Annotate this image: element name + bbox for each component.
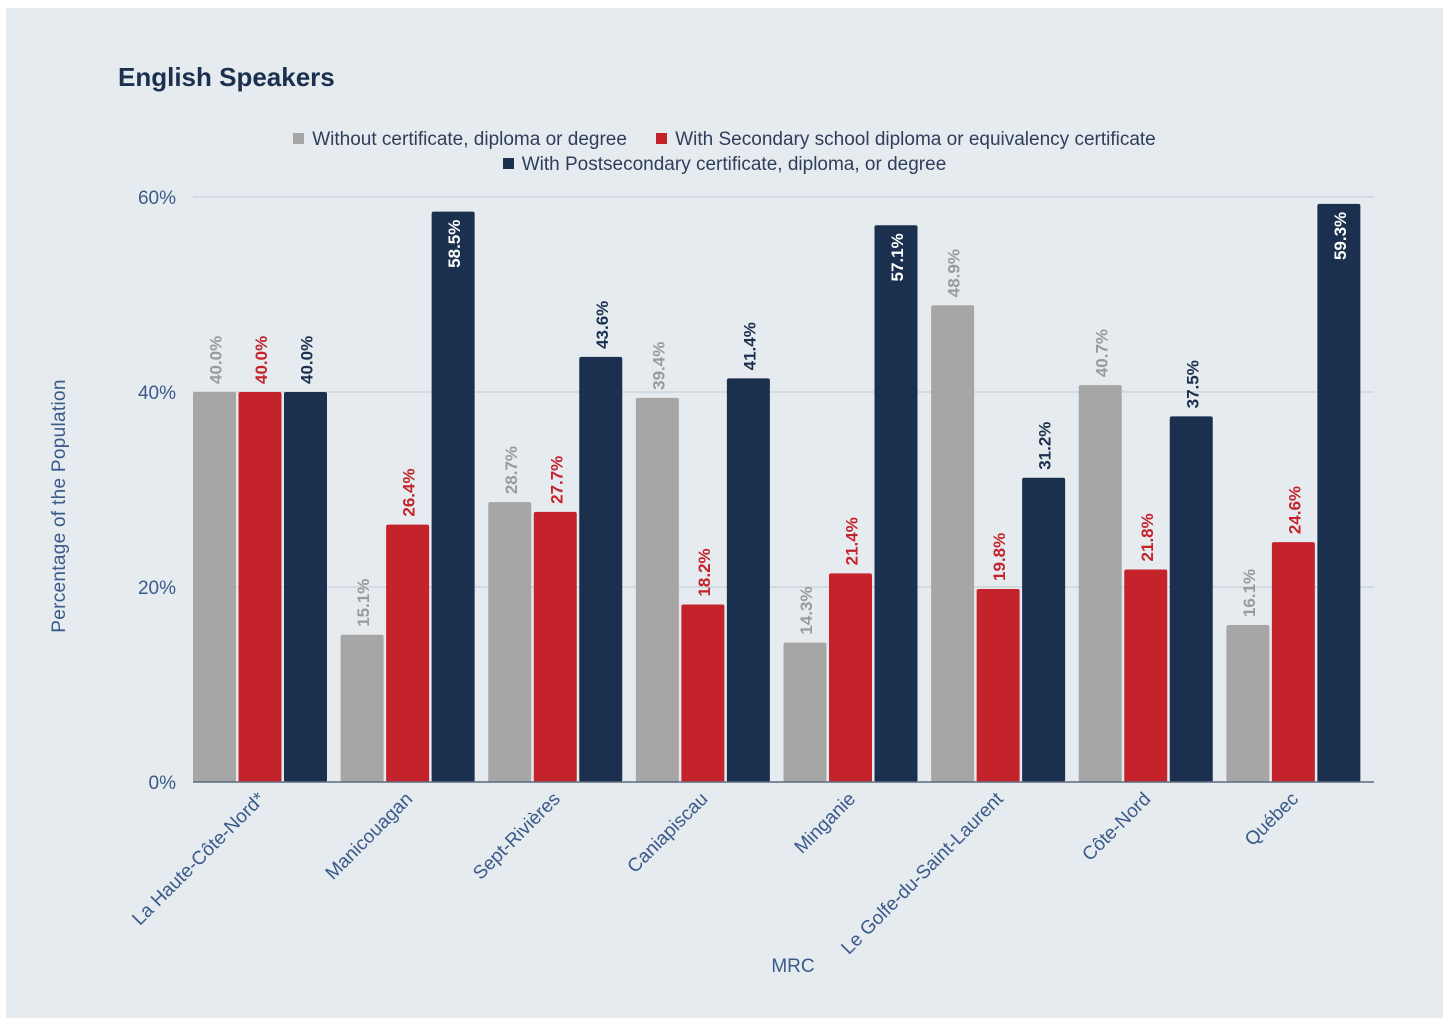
bar-value-label: 19.8% xyxy=(990,533,1009,581)
bar-value-label: 21.8% xyxy=(1138,513,1157,561)
bar-value-label: 37.5% xyxy=(1183,360,1202,408)
legend-item-secondary-diploma: With Secondary school diploma or equival… xyxy=(656,127,1156,152)
y-tick-label: 40% xyxy=(138,383,176,404)
x-tick-label: Caniapiscau xyxy=(624,789,713,878)
bar xyxy=(1271,542,1315,782)
bar-value-label: 24.6% xyxy=(1285,486,1304,534)
bar xyxy=(681,604,725,782)
bar xyxy=(579,356,623,782)
bar xyxy=(431,211,475,782)
data-labels: 40.0% 40.0% 40.0% 15.1% 26.4% 58.5% 28.7% 27.7%… xyxy=(207,212,1350,635)
chart-title: English Speakers xyxy=(118,62,335,92)
bar xyxy=(1124,569,1168,782)
legend-row-1: Without certificate, diploma or degree W… xyxy=(0,127,1449,152)
bar xyxy=(783,642,827,782)
x-tick-label: Le Golfe-du-Saint-Laurent xyxy=(837,788,1008,959)
legend-swatch-navy xyxy=(502,158,514,169)
legend-item-postsecondary: With Postsecondary certificate, diploma,… xyxy=(502,152,947,177)
legend-item-without-certificate: Without certificate, diploma or degree xyxy=(293,127,627,152)
y-tick-label: 0% xyxy=(149,773,177,794)
bar xyxy=(1226,625,1270,782)
bar-value-label: 57.1% xyxy=(888,233,907,281)
bar-value-label: 58.5% xyxy=(445,220,464,268)
bar-value-label: 43.6% xyxy=(593,301,612,349)
bar-value-label: 15.1% xyxy=(354,579,373,627)
bar-value-label: 40.0% xyxy=(298,336,317,384)
legend-label: With Postsecondary certificate, diploma,… xyxy=(521,154,947,175)
bar xyxy=(931,305,975,782)
x-axis-title: MRC xyxy=(771,956,815,977)
bar-value-label: 27.7% xyxy=(547,456,566,504)
bar xyxy=(386,524,430,782)
legend: Without certificate, diploma or degree W… xyxy=(0,127,1449,177)
bar xyxy=(1169,416,1213,782)
bar-value-label: 14.3% xyxy=(797,586,816,634)
bar-value-label: 39.4% xyxy=(649,342,668,390)
bar xyxy=(1078,385,1122,782)
bar xyxy=(284,392,327,782)
bar xyxy=(976,588,1020,782)
bar xyxy=(1317,203,1361,782)
bar xyxy=(635,397,679,782)
legend-row-2: With Postsecondary certificate, diploma,… xyxy=(0,152,1449,177)
bar-value-label: 28.7% xyxy=(502,446,521,494)
x-tick-label: Minganie xyxy=(791,789,860,858)
x-tick-label: Québec xyxy=(1241,789,1303,851)
bar-value-label: 48.9% xyxy=(945,249,964,297)
bar xyxy=(1022,477,1066,782)
x-tick-label: Sept-Rivières xyxy=(469,789,564,884)
bar-value-label: 16.1% xyxy=(1240,569,1259,617)
x-tick-label: Manicouagan xyxy=(322,789,418,885)
bar xyxy=(874,225,918,782)
bar-value-label: 40.7% xyxy=(1092,329,1111,377)
bar-value-label: 41.4% xyxy=(740,322,759,370)
bar xyxy=(533,511,577,782)
legend-label: With Secondary school diploma or equival… xyxy=(675,129,1156,150)
bar-value-label: 26.4% xyxy=(400,468,419,516)
bar-value-label: 31.2% xyxy=(1036,422,1055,470)
bar xyxy=(238,392,282,782)
bar xyxy=(488,502,532,782)
bar xyxy=(726,378,770,782)
bar-value-label: 59.3% xyxy=(1331,212,1350,260)
y-tick-label: 60% xyxy=(138,188,176,209)
x-axis-ticks: La Haute-Côte-Nord* Manicouagan Sept-Riviè… xyxy=(128,788,1302,959)
legend-label: Without certificate, diploma or degree xyxy=(312,129,627,150)
y-axis-title: Percentage of the Population xyxy=(49,379,70,633)
y-tick-label: 20% xyxy=(138,578,176,599)
bar-value-label: 21.4% xyxy=(843,517,862,565)
bar xyxy=(340,634,384,782)
bar xyxy=(193,392,236,782)
x-tick-label: Côte-Nord xyxy=(1078,789,1155,866)
y-axis-ticks: 0% 20% 40% 60% xyxy=(138,188,176,794)
bar-value-label: 18.2% xyxy=(695,548,714,596)
bar-value-label: 40.0% xyxy=(252,336,271,384)
legend-swatch-red xyxy=(656,133,668,144)
bar-value-label: 40.0% xyxy=(207,336,226,384)
x-tick-label: La Haute-Côte-Nord* xyxy=(128,788,269,929)
bars xyxy=(193,203,1361,782)
legend-swatch-grey xyxy=(293,133,305,144)
bar xyxy=(829,573,872,782)
